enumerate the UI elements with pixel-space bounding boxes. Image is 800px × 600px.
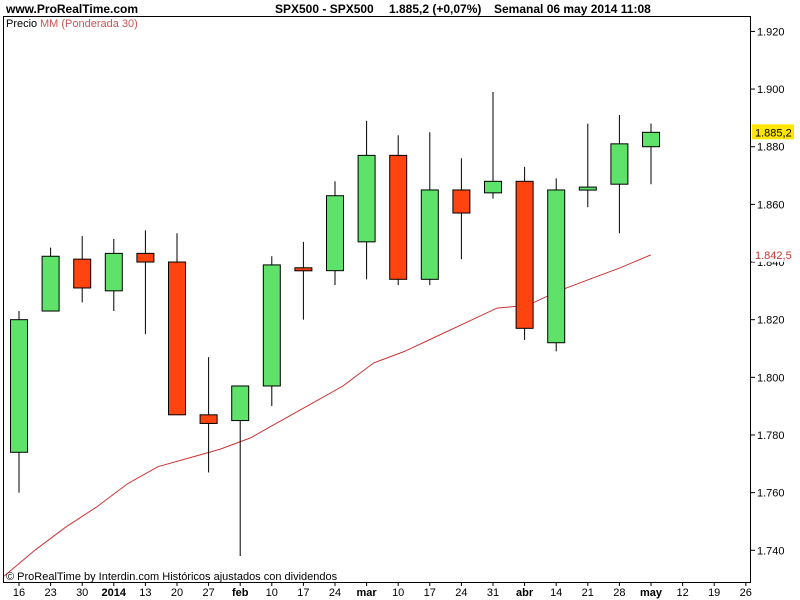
- candle-body-up: [420, 189, 439, 280]
- y-tick-label: 1.900: [757, 84, 785, 96]
- candle: [262, 256, 281, 407]
- candle-body-down: [515, 180, 534, 329]
- candle-body-up: [610, 143, 629, 185]
- candle: [547, 178, 566, 352]
- candle-body-up: [41, 255, 60, 312]
- candle: [294, 241, 313, 320]
- x-tick-label: 24: [329, 587, 341, 599]
- candle-body-down: [389, 154, 408, 280]
- candle-body-down: [136, 252, 155, 263]
- candle-body-up: [326, 195, 344, 272]
- footer-copyright: © ProRealTime by Interdin.com Históricos…: [6, 571, 338, 583]
- x-tick-label: 31: [487, 587, 499, 599]
- y-tick-label: 1.860: [757, 199, 785, 211]
- x-tick-label: 20: [171, 587, 183, 599]
- candle: [578, 123, 597, 208]
- candle: [642, 123, 660, 185]
- candle-body-down: [168, 261, 186, 416]
- x-tick-label: abr: [516, 587, 534, 599]
- x-tick-label: 17: [424, 587, 436, 599]
- x-tick-label: 23: [44, 587, 56, 599]
- candle: [484, 91, 502, 199]
- y-tick-label: 1.920: [757, 26, 785, 38]
- x-tick-label: mar: [357, 587, 378, 599]
- moving-average-layer: [3, 254, 652, 577]
- candle: [231, 385, 250, 557]
- ma-value-tag: [752, 246, 794, 262]
- candle: [136, 230, 155, 335]
- candle-body-up: [547, 189, 566, 344]
- candle-body-down: [294, 267, 313, 272]
- candle-body-down: [199, 414, 218, 424]
- candle: [452, 158, 471, 260]
- y-tick-label: 1.760: [757, 488, 785, 500]
- candle: [420, 132, 439, 286]
- x-axis: 16 23 30 2014 13 20 27 feb 10 17 24 mar 10 17 24 31 abr 1…: [13, 582, 752, 599]
- last-price-tag: [752, 124, 794, 140]
- candle-body-up: [484, 180, 502, 194]
- period-info: Semanal 06 may 2014 11:08: [494, 2, 651, 16]
- y-tick-label: 1.820: [757, 315, 785, 327]
- x-tick-label: 19: [708, 587, 720, 599]
- candle: [389, 135, 408, 286]
- plot-frame: [3, 16, 751, 583]
- candle-body-up: [104, 252, 123, 292]
- legend-ma-label: MM (Ponderada 30): [40, 18, 138, 30]
- site-name[interactable]: www.ProRealTime.com: [5, 2, 138, 16]
- x-tick-label: 26: [740, 587, 752, 599]
- x-tick-label: 21: [582, 587, 594, 599]
- x-tick-label: may: [640, 587, 663, 599]
- x-tick-label: feb: [232, 587, 249, 599]
- x-tick-label: 30: [76, 587, 88, 599]
- quote-value: 1.885,2 (+0,07%): [389, 2, 481, 16]
- x-tick-label: 17: [297, 587, 309, 599]
- x-tick-label: 10: [266, 587, 278, 599]
- candle-body-up: [231, 385, 250, 422]
- x-tick-label: 28: [613, 587, 625, 599]
- candle: [357, 120, 376, 280]
- y-tick-label: 1.780: [757, 430, 785, 442]
- candle: [168, 233, 186, 416]
- last-price-label: 1.885,2: [755, 127, 792, 139]
- x-tick-label: 10: [392, 587, 404, 599]
- candles-layer: [10, 91, 660, 557]
- x-tick-label: 2014: [102, 587, 127, 599]
- x-tick-label: 12: [676, 587, 688, 599]
- x-tick-label: 27: [202, 587, 214, 599]
- candle-body-down: [73, 258, 92, 289]
- candle: [515, 166, 534, 340]
- y-axis: 1.7401.7601.7801.8001.8201.8401.8601.880…: [750, 26, 794, 557]
- candle-body-up: [578, 186, 597, 191]
- y-tick-label: 1.880: [757, 142, 785, 154]
- candle: [73, 236, 92, 303]
- candle-body-up: [262, 264, 281, 387]
- y-tick-label: 1.800: [757, 372, 785, 384]
- candle: [10, 311, 28, 493]
- candle-body-down: [452, 189, 471, 214]
- candle-body-up: [10, 319, 28, 453]
- moving-average-line: [3, 254, 652, 577]
- candle: [610, 115, 629, 234]
- x-tick-label: 14: [550, 587, 562, 599]
- candle: [199, 357, 218, 473]
- candle-body-up: [357, 154, 376, 243]
- candle: [326, 181, 344, 286]
- candle: [41, 247, 60, 312]
- candle-body-up: [642, 131, 660, 148]
- x-tick-label: 13: [139, 587, 151, 599]
- x-tick-label: 24: [455, 587, 467, 599]
- candle: [104, 238, 123, 312]
- y-tick-label: 1.740: [757, 545, 785, 557]
- ma-value-label: 1.842,5: [755, 250, 792, 262]
- legend-price-label: Precio: [6, 18, 37, 30]
- x-tick-label: 16: [13, 587, 25, 599]
- instrument-name: SPX500 - SPX500: [275, 2, 374, 16]
